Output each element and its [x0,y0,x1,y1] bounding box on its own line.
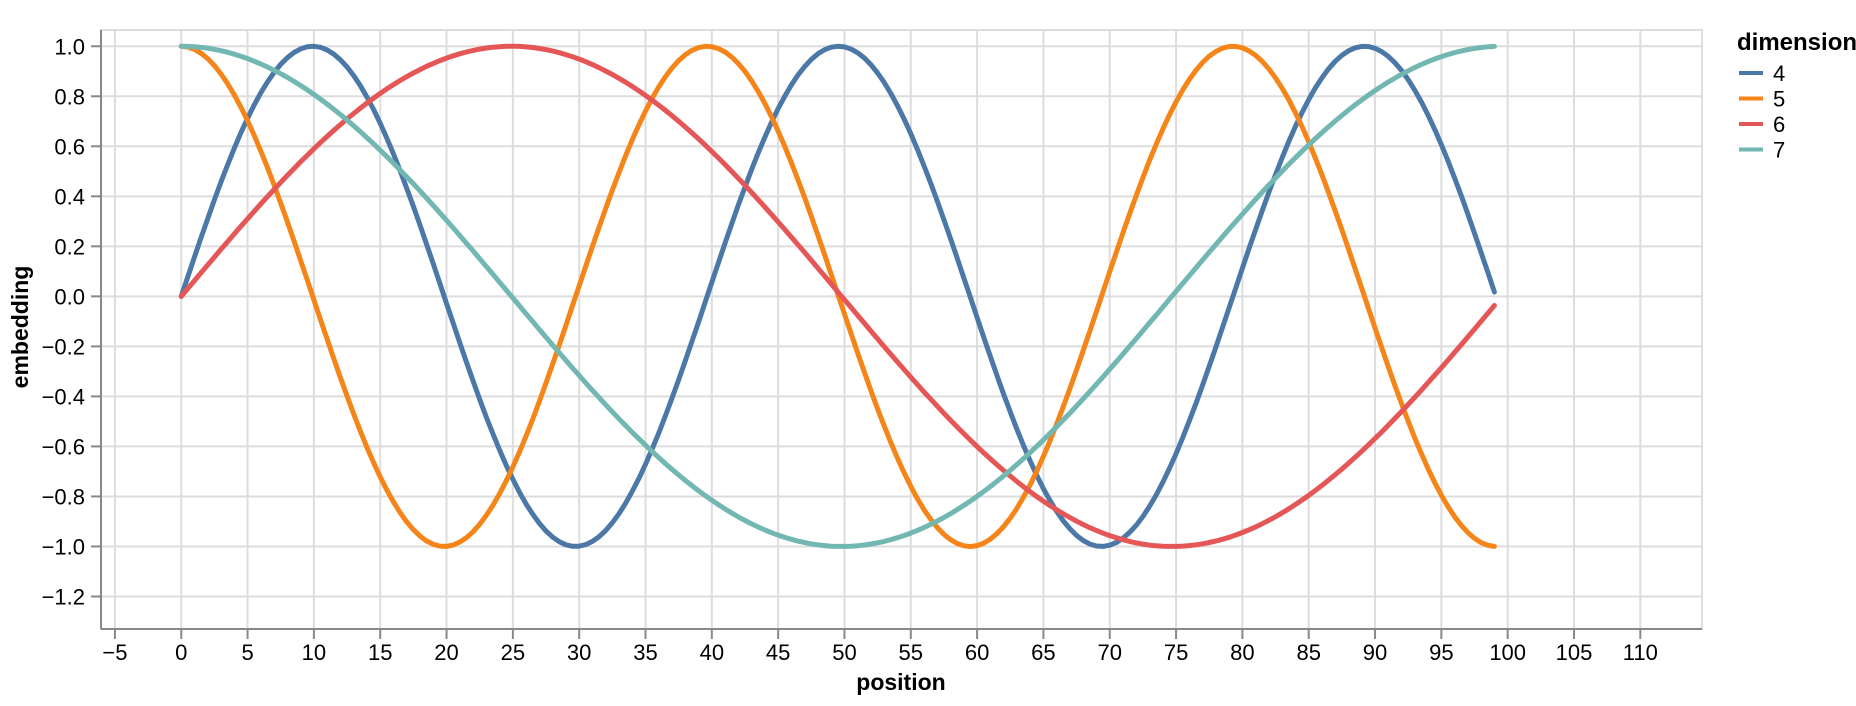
x-tick-label: 85 [1296,640,1320,665]
x-tick-label: 40 [700,640,724,665]
x-tick-label: 55 [899,640,923,665]
grid-layer [100,29,1703,630]
y-axis-title: embedding [7,266,33,389]
legend-item-4: 4 [1739,61,1785,86]
x-tick-label: −5 [102,640,127,665]
y-tick-label: 0.8 [54,84,85,109]
x-tick-label: 110 [1623,640,1658,665]
legend-item-6: 6 [1739,112,1785,137]
y-tick-label: 1.0 [54,34,85,59]
series-line-6 [178,43,1497,549]
x-tick-label: 70 [1098,640,1122,665]
legend-label-6: 6 [1773,112,1785,137]
y-tick-label: −1.2 [42,584,85,609]
x-tick-label: 30 [567,640,591,665]
x-tick-label: 80 [1230,640,1254,665]
x-tick-label: 105 [1556,640,1593,665]
legend-label-4: 4 [1773,61,1785,86]
x-tick-label: 65 [1031,640,1055,665]
x-tick-label: 50 [832,640,856,665]
x-axis-title: position [856,669,945,695]
axis-layer: −5 0 5 10 15 20 25 30 35 40 45 50 55 60 65 70 75 80 85 90 95… [42,30,1702,665]
y-tick-label: 0.4 [54,184,85,209]
y-tick-label: 0.0 [54,284,85,309]
y-tick-label: 0.2 [54,234,85,259]
x-tick-label: 75 [1164,640,1188,665]
y-tick-label: −0.2 [42,334,85,359]
x-tick-label: 15 [368,640,392,665]
x-tick-label: 0 [175,640,187,665]
legend-title: dimension [1737,29,1856,56]
y-tick-label: −1.0 [42,534,85,559]
x-tick-label: 10 [302,640,326,665]
legend-item-7: 7 [1739,138,1785,163]
series-layer [178,43,1497,549]
x-tick-label: 100 [1489,640,1526,665]
x-tick-label: 90 [1363,640,1387,665]
x-tick-label: 60 [965,640,989,665]
y-tick-label: 0.6 [54,134,85,159]
legend-label-7: 7 [1773,138,1785,163]
legend-item-5: 5 [1739,87,1785,112]
y-tick-label: −0.8 [42,484,85,509]
x-tick-label: 45 [766,640,790,665]
x-tick-label: 35 [633,640,657,665]
x-tick-label: 5 [241,640,253,665]
series-line-7 [178,43,1497,549]
x-tick-label: 25 [501,640,525,665]
y-tick-label: −0.4 [42,384,85,409]
y-tick-label: −0.6 [42,434,85,459]
legend-label-5: 5 [1773,87,1785,112]
plot-border [100,29,1703,630]
x-tick-label: 20 [434,640,458,665]
x-tick-label: 95 [1429,640,1453,665]
